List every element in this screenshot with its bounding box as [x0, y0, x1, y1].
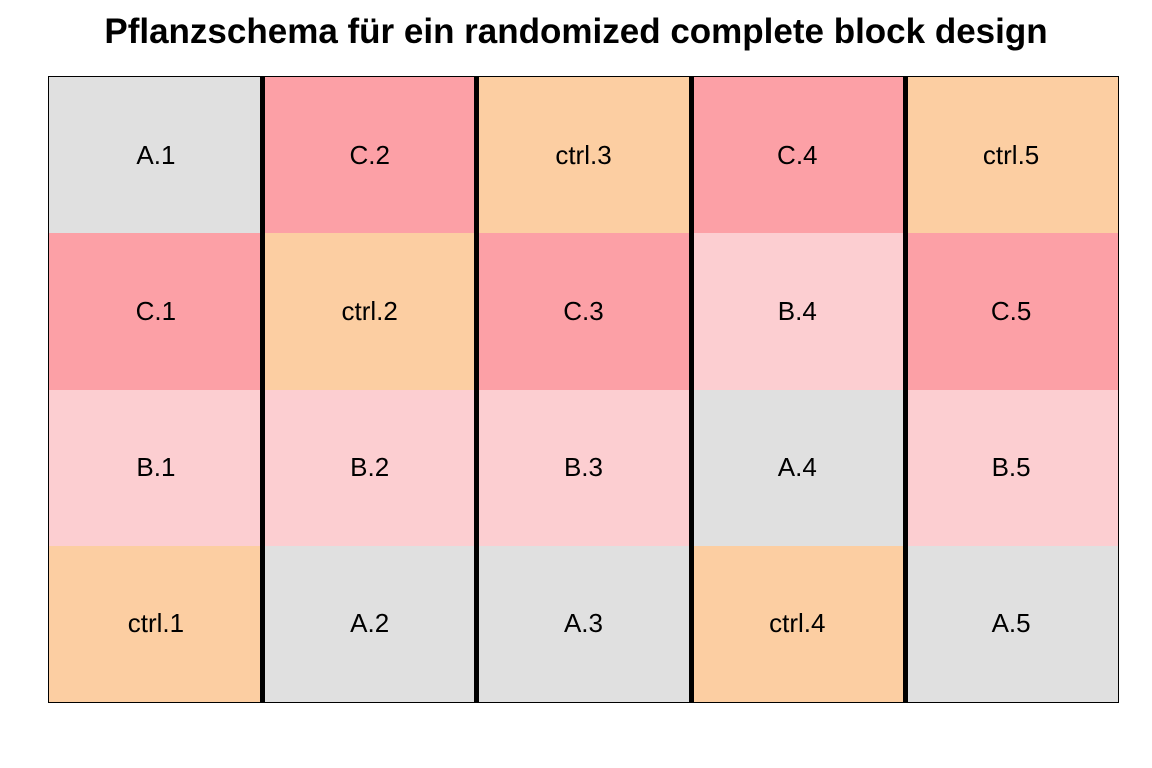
- plot-cell: ctrl.2: [262, 233, 477, 390]
- block-divider-4: [903, 76, 908, 703]
- plot-cell: A.4: [690, 389, 905, 546]
- plot-cell: B.4: [690, 233, 905, 390]
- plot-cell: ctrl.5: [904, 77, 1118, 234]
- block-divider-2: [474, 76, 479, 703]
- plot-cell: A.2: [262, 545, 477, 702]
- plot-cell: A.5: [904, 545, 1118, 702]
- plot-cell: B.5: [904, 389, 1118, 546]
- plot-cell: C.2: [262, 77, 477, 234]
- plot-cell: C.4: [690, 77, 905, 234]
- plot-cell: ctrl.3: [476, 77, 691, 234]
- plot-cell: A.3: [476, 545, 691, 702]
- block-divider-1: [260, 76, 265, 703]
- chart-title: Pflanzschema für ein randomized complete…: [104, 12, 1048, 51]
- plot-cell: C.1: [49, 233, 263, 390]
- block-divider-3: [689, 76, 694, 703]
- plot-grid: A.1 C.2 ctrl.3 C.4 ctrl.5 C.1 ctrl.2 C.3 B.4 C.5 B…: [48, 76, 1119, 703]
- plot-cell: B.2: [262, 389, 477, 546]
- plot-cell: C.3: [476, 233, 691, 390]
- plot-cell: ctrl.1: [49, 545, 263, 702]
- plot-cell: B.1: [49, 389, 263, 546]
- plot-cell: ctrl.4: [690, 545, 905, 702]
- plot-cell: C.5: [904, 233, 1118, 390]
- plot-cell: B.3: [476, 389, 691, 546]
- plot-cell: A.1: [49, 77, 263, 234]
